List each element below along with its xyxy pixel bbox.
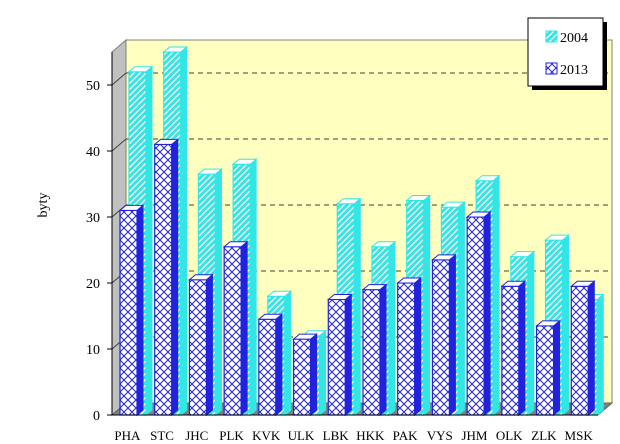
x-tick-label: LBK (323, 428, 350, 443)
axes: 0 10 20 30 40 50 PHA STC JHC PLK KVK ULK LBK HKK PAK VY… (86, 52, 598, 443)
y-axis-title: byty (36, 193, 51, 218)
bar-2013 (222, 240, 249, 417)
x-tick-label: JHC (185, 428, 208, 443)
bar-2013 (535, 319, 561, 417)
y-tick-label: 0 (93, 409, 100, 424)
bar-2013 (396, 276, 423, 417)
y-tick-label: 30 (86, 211, 100, 226)
legend-swatch-2013 (545, 62, 558, 75)
x-tick-label: PAK (393, 428, 418, 443)
x-tick-label: VYS (427, 428, 453, 443)
y-tick-label: 10 (86, 343, 100, 358)
legend-label-2004: 2004 (560, 31, 588, 46)
bar-2013 (326, 293, 353, 417)
bar-2013 (292, 333, 318, 417)
y-tick-label: 50 (86, 79, 100, 94)
bars (118, 45, 605, 417)
bar-2013 (569, 280, 596, 417)
gridline-side (111, 138, 127, 152)
x-tick-label: ZLK (531, 428, 557, 443)
legend-label-2013: 2013 (560, 63, 588, 78)
x-tick-label: PHA (114, 428, 141, 443)
x-tick-label: MSK (565, 428, 594, 443)
x-tick-label: PLK (219, 428, 244, 443)
bar-2013 (500, 280, 527, 417)
bar-2013 (361, 283, 388, 417)
bar-2013 (118, 204, 145, 417)
x-tick-label: OLK (496, 428, 523, 443)
bar-2013 (188, 273, 214, 417)
x-tick-label: JHM (461, 428, 487, 443)
x-tick-label: STC (150, 428, 174, 443)
gridline-side (111, 72, 127, 86)
bar-2013 (153, 138, 180, 417)
y-tick-label: 40 (86, 145, 100, 160)
x-tick-label: ULK (288, 428, 315, 443)
x-tick-label: KVK (252, 428, 281, 443)
legend-swatch-2004 (545, 30, 558, 43)
bar-2013 (431, 253, 457, 417)
legend-box (527, 17, 604, 87)
y-tick-label: 20 (86, 277, 100, 292)
bar-2013 (257, 313, 284, 417)
bar-2013 (465, 210, 492, 417)
x-tick-label: HKK (356, 428, 385, 443)
legend: 2004 2013 (527, 17, 607, 90)
